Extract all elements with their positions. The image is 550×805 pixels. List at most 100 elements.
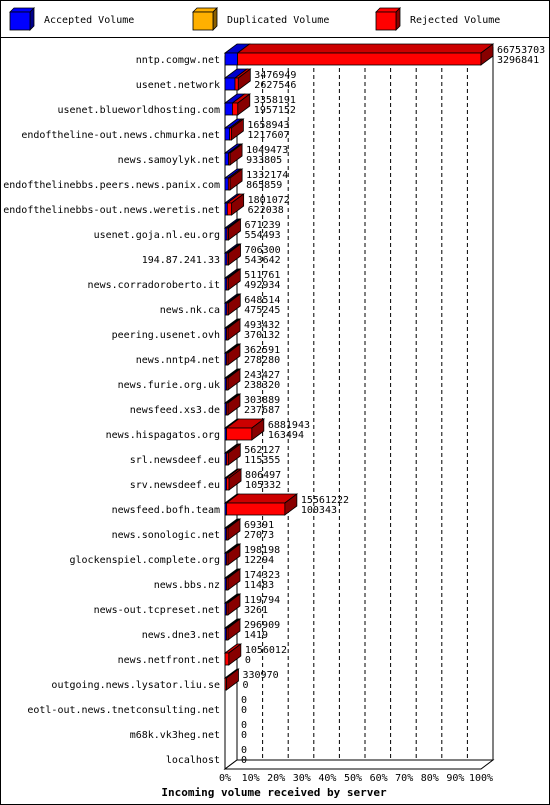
category-label: outgoing.news.lysator.liu.se [51, 680, 220, 691]
legend-swatch [375, 11, 397, 31]
bar-side [227, 268, 241, 291]
bar-accepted-volume [224, 177, 229, 191]
bar-rejected-volume [234, 77, 239, 91]
bar-side [227, 568, 241, 591]
category-label: news.samoylyk.net [118, 155, 220, 166]
bar-side [237, 93, 251, 116]
legend-swatch-side [395, 7, 401, 31]
bar-accepted-volume [224, 127, 231, 141]
bar-accepted-volume [224, 52, 238, 66]
category-label: news.furie.org.uk [118, 380, 220, 391]
value-total: 1332174 [246, 170, 288, 181]
value-accepted: 543642 [245, 255, 281, 266]
bar-side [480, 43, 494, 66]
value-accepted: 370132 [244, 330, 280, 341]
bar-side [227, 518, 241, 541]
value-total: 198198 [244, 545, 280, 556]
value-accepted: 105332 [245, 480, 281, 491]
bars [223, 43, 495, 691]
x-tick-label: 20% [267, 773, 285, 784]
bar-side [230, 118, 244, 141]
legend-swatch [192, 11, 214, 31]
x-axis-floor [223, 759, 495, 770]
value-total: 0 [241, 720, 247, 731]
value-accepted: 0 [241, 705, 247, 716]
bar-side [227, 393, 241, 416]
bar-side [227, 318, 241, 341]
category-label: usenet.blueworldhosting.com [57, 105, 220, 116]
category-label: glockenspiel.complete.org [69, 555, 220, 566]
value-total: 243427 [244, 370, 280, 381]
category-label: newsfeed.bofh.team [112, 505, 220, 516]
bar-side [284, 493, 298, 516]
category-label: endofthelinebbs-out.news.weretis.net [3, 205, 220, 216]
category-label: news.bbs.nz [154, 580, 220, 591]
category-label: news.nk.ca [160, 305, 220, 316]
category-label: news.sonologic.net [112, 530, 220, 541]
bar-side [251, 418, 265, 441]
value-total: 6881943 [268, 420, 310, 431]
x-tick-label: 70% [395, 773, 413, 784]
bar-side [227, 543, 241, 566]
category-label: srv.newsdeef.eu [130, 480, 220, 491]
value-total: 1056012 [245, 645, 287, 656]
x-axis-ticks: 0% 10% 20% 30% 40% 50% 60% 70% 80% 90% 100% [219, 773, 493, 784]
value-total: 15561222 [301, 495, 349, 506]
value-total: 706300 [245, 245, 281, 256]
value-accepted: 100343 [301, 505, 337, 516]
category-label: srl.newsdeef.eu [130, 455, 220, 466]
value-total: 1049473 [246, 145, 288, 156]
value-accepted: 27073 [244, 530, 274, 541]
value-total: 69391 [244, 520, 274, 531]
x-axis-label: Incoming volume received by server [161, 786, 387, 799]
legend-label: Duplicated Volume [227, 15, 329, 26]
value-total: 1658943 [247, 120, 289, 131]
bar-rejected-volume [224, 652, 230, 666]
bar-accepted-volume [224, 77, 236, 91]
x-tick-label: 10% [242, 773, 260, 784]
x-tick-label: 100% [469, 773, 493, 784]
bar-side [227, 343, 241, 366]
category-label: news.corradoroberto.it [88, 280, 220, 291]
x-tick-label: 80% [421, 773, 439, 784]
value-accepted: 475245 [244, 305, 280, 316]
value-total: 330970 [243, 670, 279, 681]
category-label: endofthelinebbs.peers.news.panix.com [3, 180, 220, 191]
value-accepted: 933805 [246, 155, 282, 166]
value-total: 1801072 [248, 195, 290, 206]
bar-side [227, 368, 241, 391]
value-total: 119794 [244, 595, 280, 606]
value-accepted: 1957152 [254, 105, 296, 116]
value-total: 0 [241, 745, 247, 756]
bar-rejected-volume [226, 502, 286, 516]
value-total: 671239 [245, 220, 281, 231]
bar-rejected-volume [226, 202, 233, 216]
category-label: news.hispagatos.org [106, 430, 220, 441]
x-tick-label: 60% [370, 773, 388, 784]
bar-side [231, 193, 245, 216]
legend-label: Accepted Volume [44, 15, 134, 26]
legend-swatch-side [29, 7, 35, 31]
x-tick-label: 50% [344, 773, 362, 784]
bar-side [237, 68, 251, 91]
value-accepted: 492934 [244, 280, 280, 291]
bar-side [228, 218, 241, 241]
value-accepted: 3296841 [497, 55, 539, 66]
x-tick-label: 40% [318, 773, 336, 784]
bar-side [227, 293, 241, 316]
bar-rejected-volume [232, 102, 239, 116]
value-total: 174323 [244, 570, 280, 581]
x-tick-label: 0% [219, 773, 231, 784]
value-accepted: 238320 [244, 380, 280, 391]
value-total: 648514 [244, 295, 280, 306]
category-labels: nntp.comgw.net usenet.network usenet.bluew… [3, 55, 220, 766]
legend-swatch-side [212, 7, 218, 31]
bar-side [227, 443, 241, 466]
value-accepted: 11483 [244, 580, 274, 591]
bar-side [226, 668, 239, 691]
value-total: 303889 [244, 395, 280, 406]
value-total: 562127 [244, 445, 280, 456]
bar-accepted-volume [224, 152, 229, 166]
